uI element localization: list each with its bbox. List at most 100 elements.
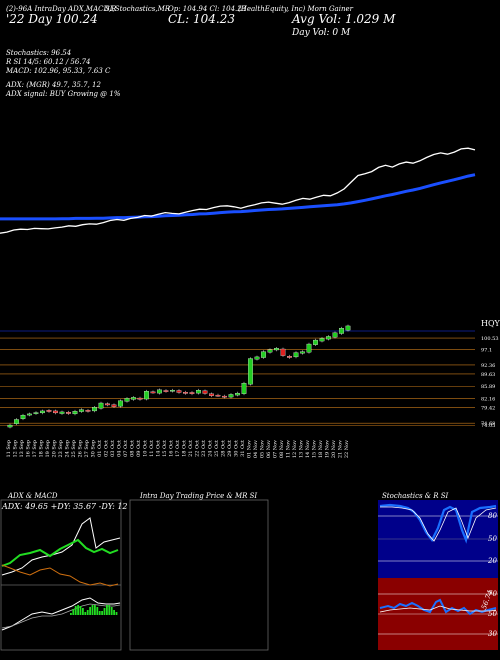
macd-readout: MACD: 102.96, 95.33, 7.63 C [6, 67, 111, 75]
code-line: (2)-96A IntraDay ADX,MACD,R [6, 5, 117, 13]
macd-hist-bar [70, 613, 72, 615]
candle-body [157, 389, 162, 394]
x-tick-label: 01 Oct [97, 440, 103, 457]
macd-hist-bar [101, 611, 103, 615]
candle-body [144, 391, 149, 400]
candle-body [267, 349, 273, 353]
level-label: 74.05 [481, 423, 495, 429]
x-tick-label: 08 Nov [279, 440, 285, 458]
candle-body [40, 410, 45, 414]
x-tick-label: 20 Nov [331, 440, 337, 458]
adx-readout: ADX: (MGR) 49.7, 35.7, 12 [6, 81, 101, 89]
macd-hist-bar [82, 608, 84, 615]
candle-body [254, 356, 260, 360]
stoch-tick-50: 50 [488, 535, 497, 543]
x-tick-label: 10 Oct [143, 440, 149, 457]
candlestick-chart: 100.53 97.1 92.36 89.63 85.89 82.16 79.42 74.68… [0, 319, 500, 458]
x-tick-label: 01 Nov [247, 440, 253, 458]
x-tick-label: 07 Oct [123, 440, 129, 457]
candle-body [124, 398, 130, 402]
x-tick-label: 04 Oct [117, 440, 123, 457]
stoch-tick-20: 20 [488, 557, 497, 565]
candle-body [131, 397, 136, 400]
intraday-panel-frame [129, 499, 269, 651]
level-label: 100.53 [481, 336, 499, 342]
macd-white-line [1, 597, 121, 631]
rsi-tick-50: 50 [488, 610, 497, 618]
level-label: 89.63 [481, 372, 495, 378]
candle-body [72, 411, 78, 415]
x-tick-label: 18 Oct [182, 440, 188, 457]
candle-body [196, 390, 201, 394]
ohlc-line: '22 Day 100.24 [6, 12, 98, 26]
candle-body [79, 409, 84, 412]
x-tick-label: 15 Oct [162, 440, 168, 457]
macd-hist-bar [96, 607, 99, 615]
x-tick-label: 08 Oct [130, 440, 136, 457]
candle-body [20, 415, 26, 419]
stoch-panel-title: Stochastics & R SI [382, 492, 449, 500]
adx-panel-title: ADX & MACD [8, 492, 58, 500]
x-tick-label: 06 Nov [266, 440, 272, 458]
rsi-readout: R SI 14/5: 60.12 / 56.74 [6, 58, 91, 66]
candle-body [183, 391, 188, 394]
x-tick-label: 22 Oct [195, 440, 201, 457]
x-tick-label: 03 Oct [110, 440, 116, 457]
stoch-tick-80: 80 [488, 512, 497, 520]
x-tick-label: 12 Sep [13, 440, 19, 458]
intraday-panel-title: Intra Day Trading Price & MR SI [140, 492, 258, 500]
x-tick-label: 25 Sep [71, 440, 77, 458]
stochastics-readout: Stochastics: 96.54 [6, 49, 72, 57]
rsi-white-line [379, 605, 497, 613]
macd-hist-bar [106, 605, 108, 615]
candle-body [14, 419, 19, 424]
candle-body [7, 424, 13, 428]
x-tick-label: 18 Sep [39, 440, 45, 458]
candle-body [300, 351, 305, 354]
candle-body [170, 390, 175, 392]
candle-body [215, 394, 221, 397]
adx-orange-line [1, 564, 119, 587]
candle-body [53, 410, 58, 414]
x-tick-label: 30 Oct [234, 440, 240, 457]
x-tick-label: 05 Nov [260, 440, 266, 458]
candle-body [66, 412, 71, 414]
candle-body [280, 348, 286, 356]
candle-body [209, 393, 214, 396]
candle-body [241, 383, 247, 394]
x-tick-label: 23 Sep [58, 440, 64, 458]
macd-hist-bar [110, 607, 113, 615]
macd-hist-bar [89, 607, 91, 615]
macd-hist-bar [84, 612, 87, 615]
x-tick-label: 16 Sep [26, 440, 32, 458]
macd-hist-bar [108, 605, 111, 615]
adx-panel-frame [0, 499, 122, 651]
candle-body [92, 407, 97, 412]
candle-body [326, 336, 331, 340]
candle-body [85, 410, 91, 412]
candle-body [137, 397, 143, 400]
x-tick-label: 24 Sep [65, 440, 71, 458]
candle-body [118, 400, 123, 407]
x-tick-label: 28 Oct [221, 440, 227, 457]
macd-hist-bar [79, 606, 82, 615]
macd-hist-bar [94, 605, 96, 615]
x-tick-label: 19 Nov [325, 440, 331, 458]
candle-body [313, 339, 318, 345]
x-tick-label: 20 Sep [52, 440, 58, 458]
x-tick-label: 12 Nov [292, 440, 298, 458]
x-tick-label: 11 Sep [6, 440, 12, 458]
x-tick-label: 11 Nov [286, 440, 292, 458]
ticker-label: HQY [481, 319, 500, 328]
candle-body [319, 338, 325, 342]
macd-hist-bar [91, 605, 94, 615]
rsi-tick-70: 70 [488, 590, 497, 598]
x-tick-label: 17 Oct [175, 440, 181, 457]
avg-volume: Avg Vol: 1.029 M [292, 12, 396, 26]
candle-body [189, 392, 195, 394]
x-tick-label: 09 Oct [136, 440, 142, 457]
candle-body [274, 348, 279, 351]
candle-body [59, 411, 65, 414]
price-series-line [0, 147, 476, 234]
x-tick-label: 19 Sep [45, 440, 51, 458]
